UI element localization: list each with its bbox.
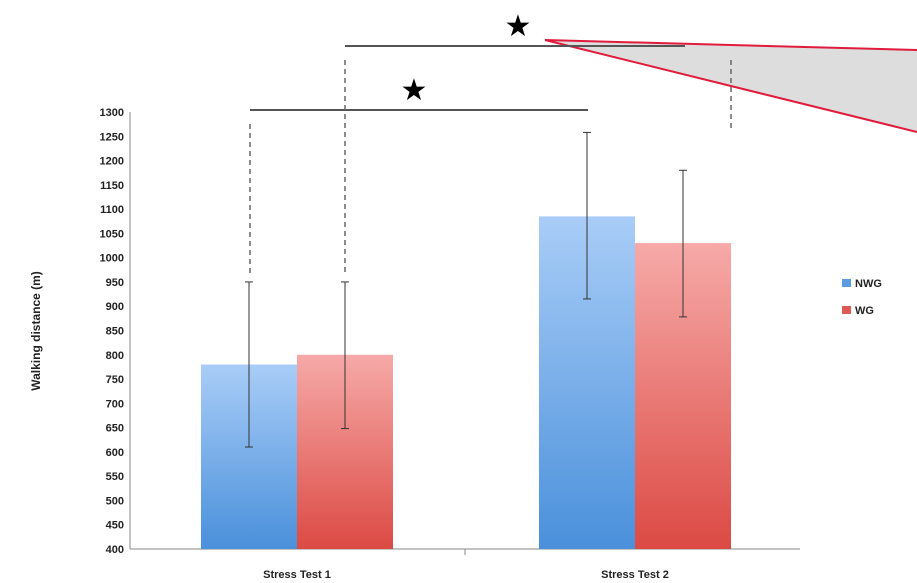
zoom-callout-line-top xyxy=(544,39,917,51)
y-tick-label: 900 xyxy=(106,301,124,313)
y-tick-label: 650 xyxy=(106,423,124,435)
y-tick-label: 600 xyxy=(106,447,124,459)
y-axis-title: Walking distance (m) xyxy=(29,271,43,391)
significance-star-icon: ★ xyxy=(505,10,532,43)
y-tick-label: 500 xyxy=(106,495,124,507)
y-tick-label: 750 xyxy=(106,374,124,386)
y-tick-label: 550 xyxy=(106,471,124,483)
legend-label-nwg: NWG xyxy=(855,278,882,290)
y-tick-label: 1050 xyxy=(100,228,124,240)
y-tick-label: 1250 xyxy=(100,131,124,143)
error-bars xyxy=(245,131,687,448)
category-label: Stress Test 1 xyxy=(263,569,331,581)
y-tick-label: 1100 xyxy=(100,204,124,216)
legend: NWG WG xyxy=(842,278,882,317)
significance-star-icon: ★ xyxy=(401,74,428,107)
y-tick-label: 700 xyxy=(106,398,124,410)
category-labels: Stress Test 1 Stress Test 2 xyxy=(263,569,669,581)
y-tick-label: 1150 xyxy=(100,180,124,192)
legend-label-wg: WG xyxy=(855,305,874,317)
y-tick-label: 800 xyxy=(106,350,124,362)
zoom-callout-line-bottom xyxy=(544,39,917,133)
y-tick-label: 1300 xyxy=(100,107,124,119)
significance-brackets: ★★ xyxy=(249,10,732,274)
y-tick-label: 950 xyxy=(106,277,124,289)
y-tick-label: 850 xyxy=(106,326,124,338)
y-tick-labels: 400 450 500 550 600 650 700 750 800 850 900 950 1000… xyxy=(100,107,124,556)
bars xyxy=(201,216,731,549)
legend-swatch-wg xyxy=(842,306,851,314)
y-tick-label: 1000 xyxy=(100,253,124,265)
y-tick-label: 400 xyxy=(106,544,124,556)
y-tick-label: 1200 xyxy=(100,156,124,168)
y-tick-label: 450 xyxy=(106,520,124,532)
legend-swatch-nwg xyxy=(842,279,851,287)
category-label: Stress Test 2 xyxy=(601,569,669,581)
